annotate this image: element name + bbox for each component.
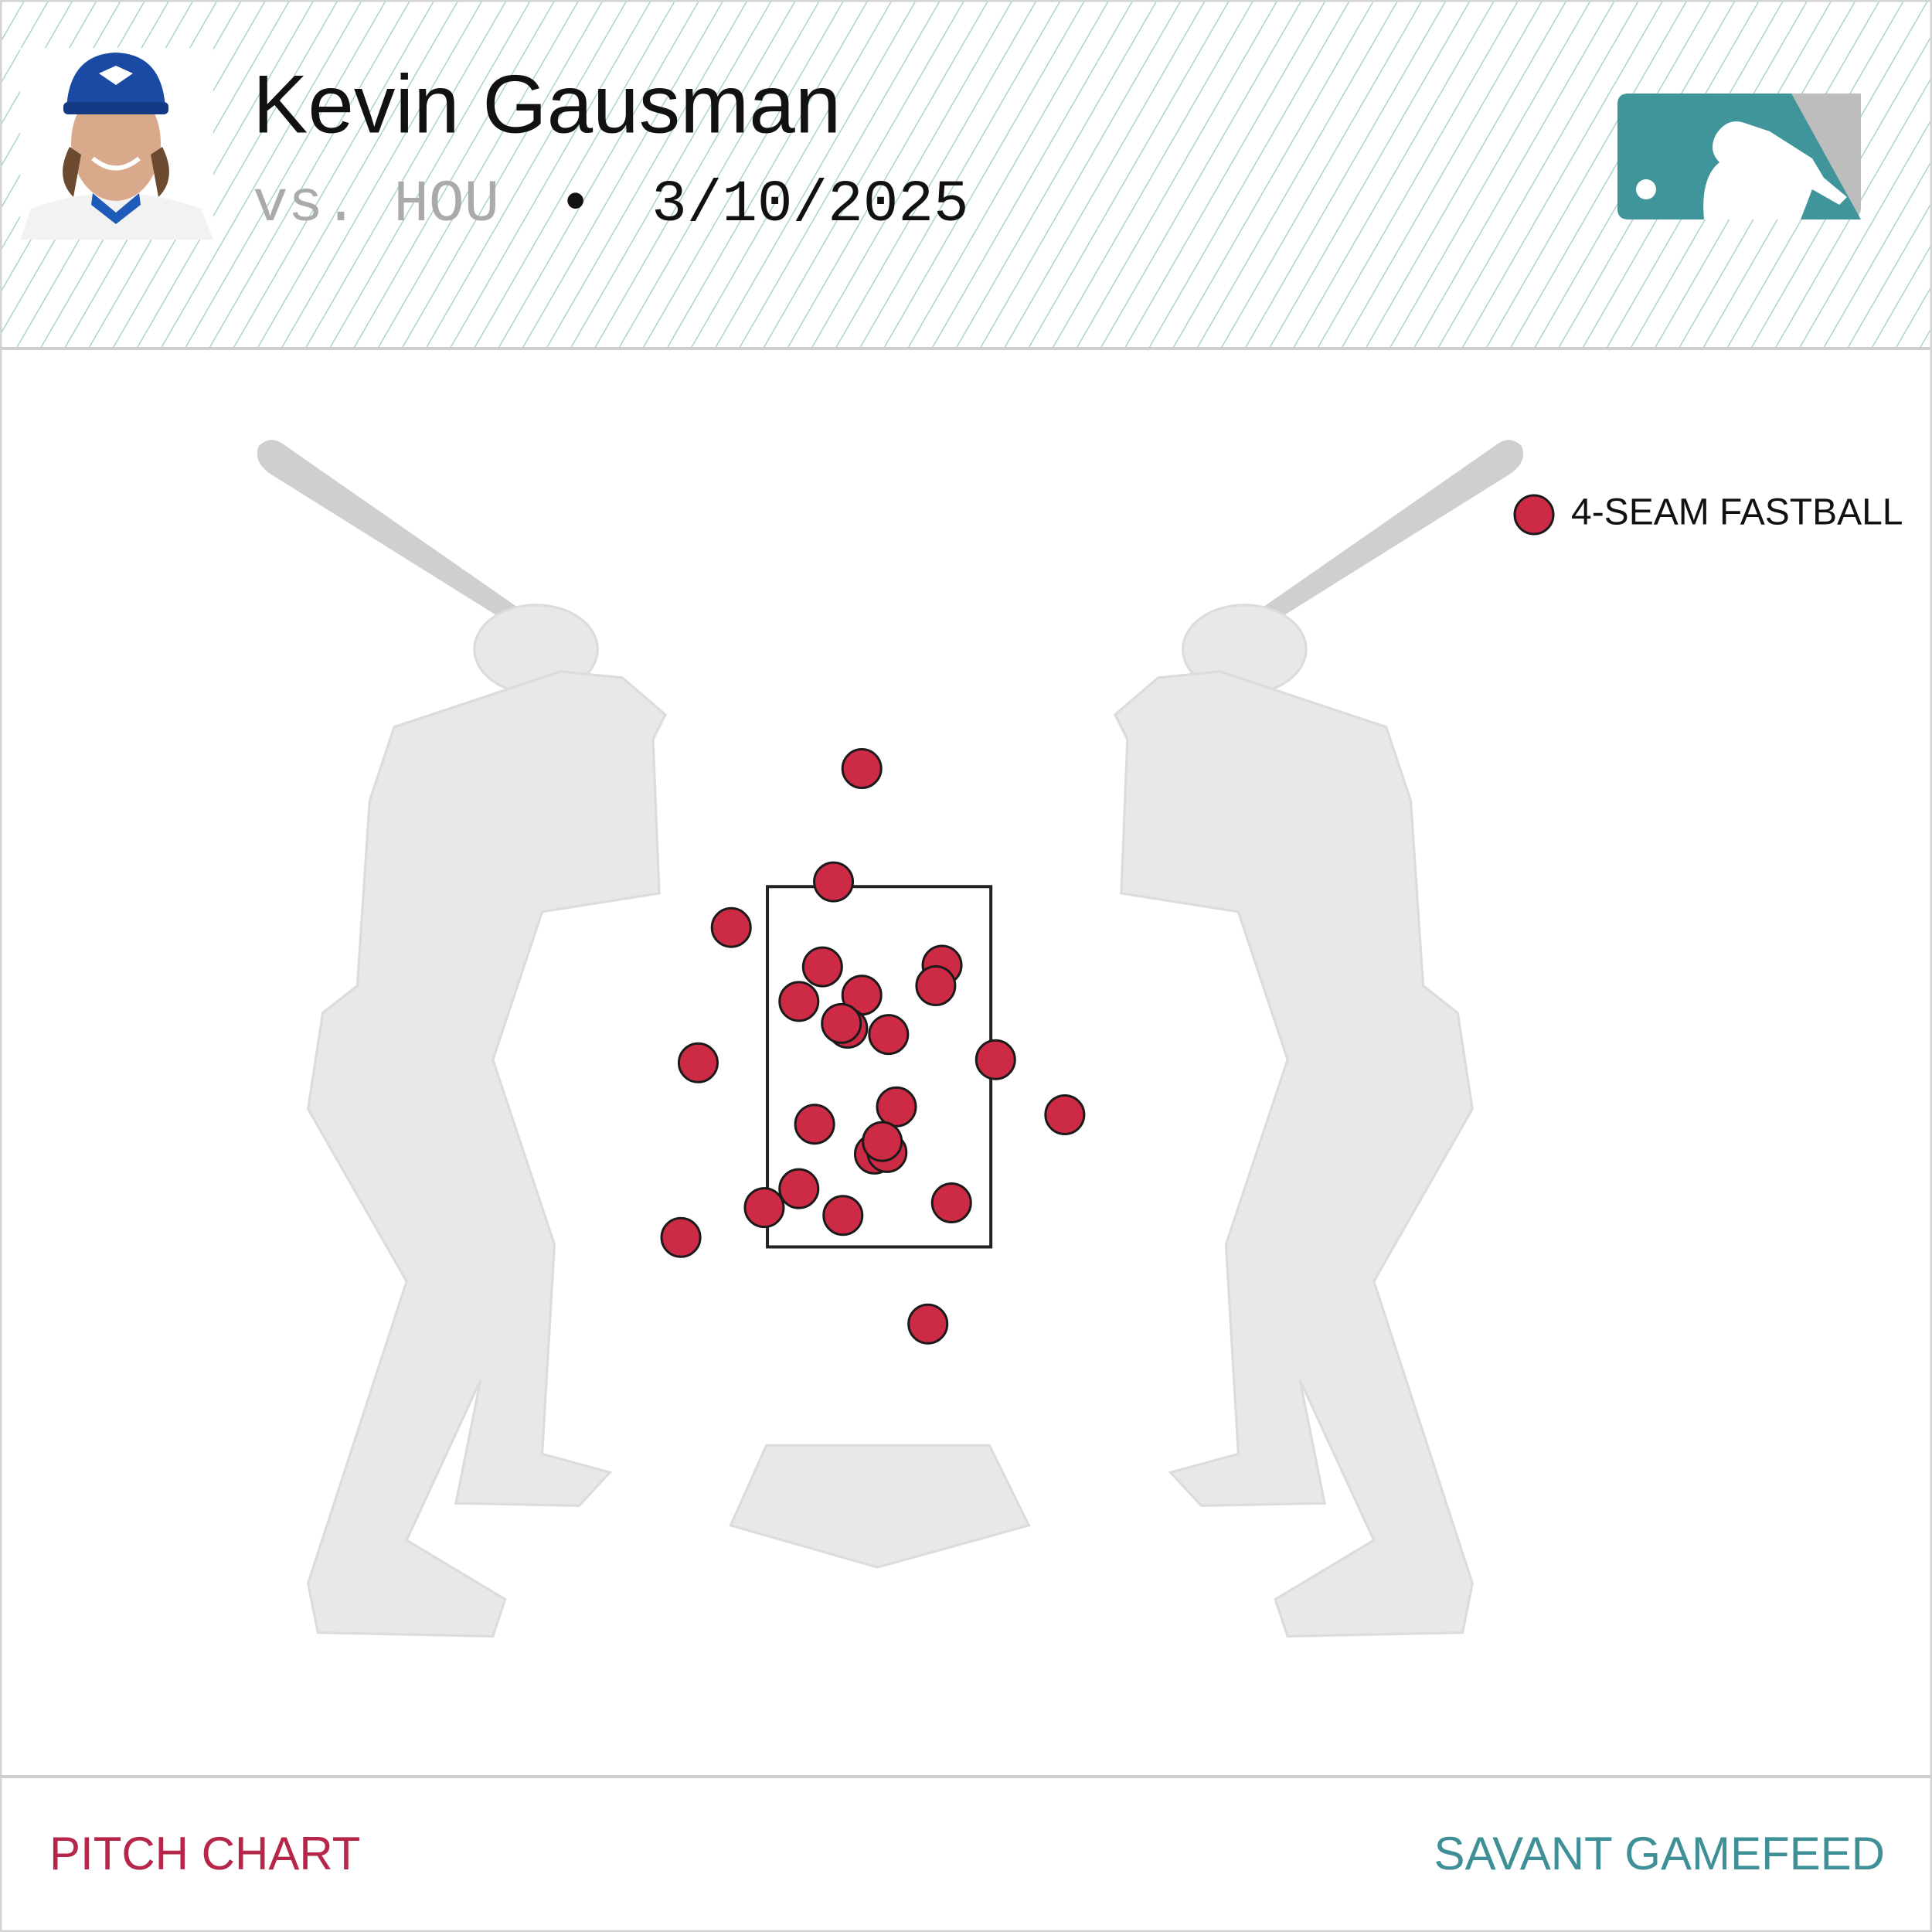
home-plate bbox=[729, 1444, 1031, 1569]
header-hatch bbox=[0, 0, 1932, 349]
pitch bbox=[975, 1039, 1016, 1080]
pitch bbox=[862, 1121, 903, 1162]
footer-left-link[interactable]: PITCH CHART bbox=[49, 1828, 360, 1879]
batter-left bbox=[257, 440, 667, 1638]
pitch bbox=[794, 1104, 835, 1145]
subtitle: vs. HOU • 3/10/2025 bbox=[253, 172, 969, 238]
pitch bbox=[778, 1168, 820, 1209]
pitch bbox=[660, 1216, 702, 1258]
player-name: Kevin Gausman bbox=[253, 57, 841, 150]
game-date: 3/10/2025 bbox=[651, 172, 968, 238]
field-art bbox=[257, 440, 1524, 1638]
plot-area: 4-SEAM FASTBALL bbox=[660, 492, 1903, 1345]
pitch bbox=[868, 1014, 910, 1056]
pitch bbox=[915, 965, 957, 1007]
pitch bbox=[710, 906, 752, 948]
pitch bbox=[930, 1182, 972, 1223]
pitch bbox=[743, 1187, 785, 1229]
pitch bbox=[801, 946, 843, 988]
legend-label: 4-SEAM FASTBALL bbox=[1571, 492, 1903, 533]
pitch bbox=[677, 1042, 719, 1083]
separator: • bbox=[558, 172, 594, 238]
pitch bbox=[876, 1086, 917, 1128]
pitch bbox=[841, 748, 883, 790]
player-headshot bbox=[20, 48, 213, 240]
opponent: vs. HOU bbox=[253, 172, 499, 238]
pitch bbox=[907, 1303, 949, 1345]
pitch bbox=[813, 861, 855, 903]
batter-right bbox=[1113, 440, 1524, 1638]
pitch bbox=[822, 1195, 864, 1236]
legend-swatch bbox=[1513, 494, 1555, 536]
pitch bbox=[1044, 1094, 1086, 1135]
mlb-logo bbox=[1617, 94, 1861, 219]
pitch bbox=[778, 981, 820, 1022]
pitch bbox=[821, 1002, 862, 1044]
footer-right-link[interactable]: SAVANT GAMEFEED bbox=[1434, 1828, 1885, 1879]
